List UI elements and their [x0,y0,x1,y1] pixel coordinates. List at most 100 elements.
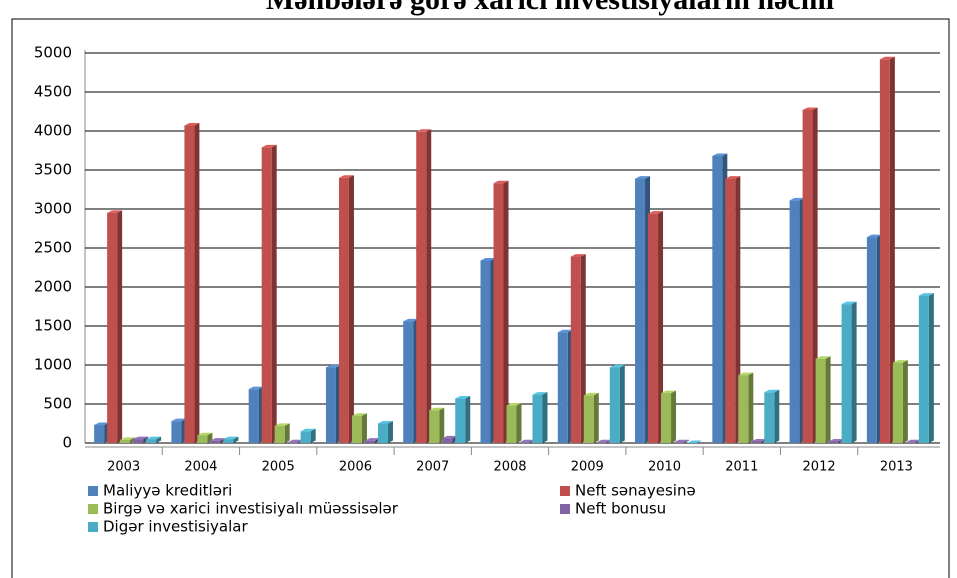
bar [635,178,646,443]
bar-top [416,129,432,132]
bar [738,375,749,443]
bar-top [815,356,831,359]
bar-top [300,428,316,432]
bar [802,109,813,443]
bar-top [725,176,741,179]
bar-top [570,254,586,257]
bar [338,177,349,444]
bar [429,410,440,443]
y-tick-label: 500 [43,395,72,413]
x-tick-label: 2013 [880,460,913,475]
bar-side [465,396,471,443]
bar-side [348,175,354,444]
bar [648,213,659,443]
bar-top [828,438,844,442]
bar [133,439,144,443]
bar-top [364,438,380,441]
bar-top [325,364,341,368]
bar-top [248,386,264,390]
bar [905,442,916,443]
bar-top [429,407,445,411]
bar [725,178,736,443]
bar-top [338,175,354,178]
y-tick-label: 5000 [34,44,72,62]
legend-swatch [88,486,98,496]
bar-top [687,440,703,443]
bar [519,442,530,443]
bar [557,332,568,443]
bar-top [480,257,496,261]
bar-top [351,413,367,416]
bar [94,425,105,443]
bar [442,438,453,443]
bar-top [841,301,857,305]
bar-side [233,436,239,443]
legend-label: Neft sənayesinə [575,482,696,500]
bar [197,435,208,443]
bar-top [918,293,934,296]
bar [506,405,517,443]
x-tick-label: 2006 [339,460,372,475]
bar [416,131,427,443]
legend-label: Maliyyə kreditləri [103,482,232,500]
bar-top [94,422,110,426]
bar [712,155,723,443]
bar [751,441,762,443]
x-tick-label: 2012 [803,460,836,475]
x-tick-label: 2004 [184,460,217,475]
x-tick-label: 2009 [571,460,604,475]
bar [377,423,388,443]
bar-side [774,389,780,443]
bar [583,395,594,443]
y-tick-label: 4500 [34,83,72,101]
bar-side [117,210,123,443]
bar [480,260,491,443]
bar-top [455,396,471,399]
bar-top [661,390,677,394]
x-tick-label: 2007 [416,460,449,475]
bar [248,389,259,443]
bar-top [377,421,393,424]
bar-top [596,439,612,443]
bar-top [751,438,767,442]
bar-top [184,123,200,126]
bar-side [619,364,625,443]
bar-side [889,56,895,444]
bar-side [516,403,522,443]
bar [351,415,362,443]
bar-side [310,428,316,443]
bar [532,394,543,443]
x-tick-label: 2010 [648,460,681,475]
bar-top [583,392,599,396]
bar-top [146,436,162,440]
bar [892,362,903,443]
y-tick-label: 0 [62,434,72,452]
bar [274,425,285,443]
legend-swatch [560,504,570,514]
y-tick-label: 3500 [34,161,72,179]
bar-top [764,389,780,393]
bar-side [156,436,162,443]
bar [364,440,375,443]
bar-side [671,390,677,443]
chart-title: Mənbələrə görə xarici investisiyaların h… [266,0,834,16]
bar-side [426,129,432,443]
legend-label: Birgə və xarici investisiyalı müəssisələ… [103,500,399,518]
bar-top [442,435,458,439]
x-tick-label: 2011 [725,460,758,475]
y-tick-label: 1500 [34,317,72,335]
bar [455,398,466,443]
bar-top [120,437,136,440]
legend-swatch [88,522,98,532]
y-tick-label: 1000 [34,356,72,374]
bar [866,237,877,443]
y-tick-label: 2500 [34,239,72,257]
bar-top [261,144,277,148]
bar-top [519,439,535,443]
bar-side [684,439,690,443]
bar [325,367,336,443]
bar [596,442,607,443]
bar [918,295,929,443]
bar-top [557,329,573,333]
bar-side [542,392,548,443]
